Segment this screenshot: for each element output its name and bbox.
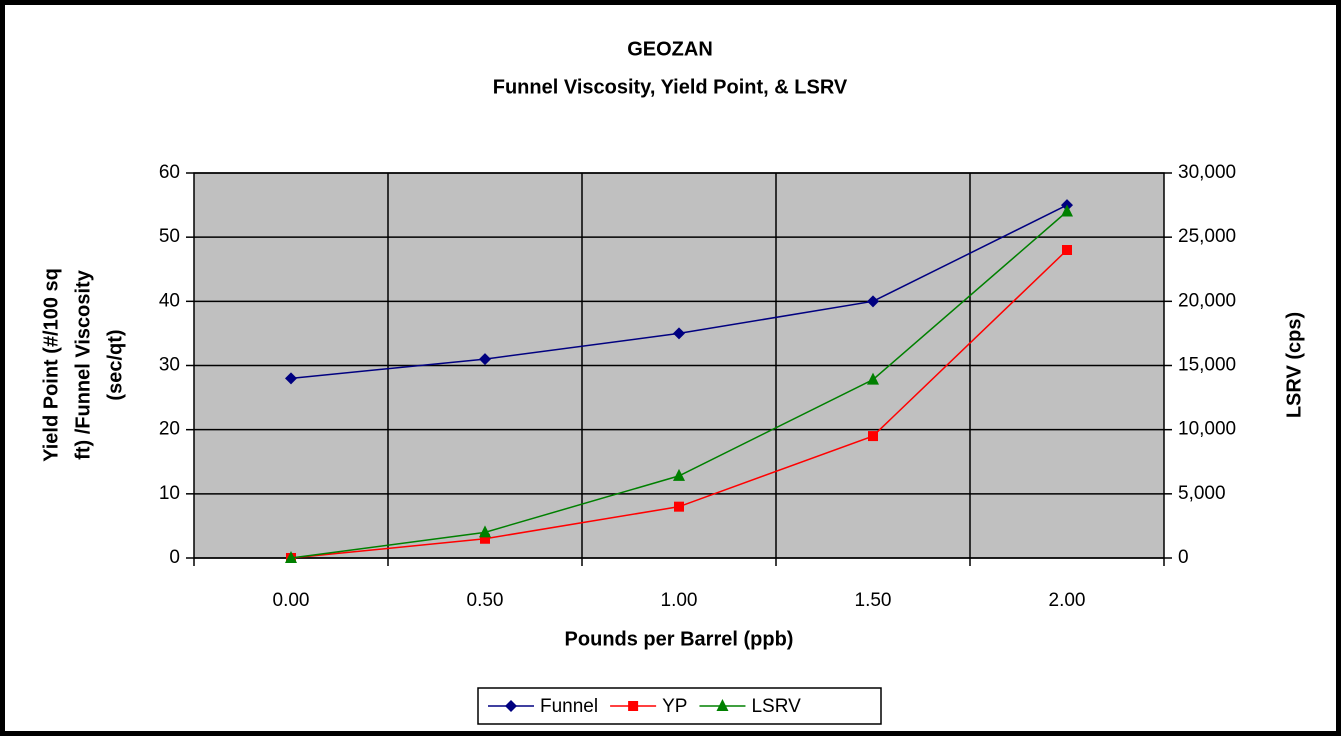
y2-tick-label: 10,000 xyxy=(1178,419,1236,440)
y-tick-label: 60 xyxy=(159,162,180,183)
marker xyxy=(628,701,639,711)
y2-tick-label: 15,000 xyxy=(1178,355,1236,376)
y-tick-label: 40 xyxy=(159,290,180,311)
marker xyxy=(479,525,491,538)
marker xyxy=(479,353,491,366)
marker xyxy=(716,699,729,711)
y-tick-label: 30 xyxy=(159,355,180,376)
legend-label: YP xyxy=(662,696,687,717)
y-axis-label: Yield Point (#/100 sq xyxy=(40,268,62,462)
y2-tick-label: 25,000 xyxy=(1178,226,1236,247)
y2-tick-label: 30,000 xyxy=(1178,162,1236,183)
marker xyxy=(673,468,685,481)
marker xyxy=(505,700,517,712)
legend-box xyxy=(477,687,882,725)
y-axis-label: (sec/qt) xyxy=(104,329,126,400)
y2-axis-label: LSRV (cps) xyxy=(1283,312,1305,418)
y-tick-label: 50 xyxy=(159,226,180,247)
marker xyxy=(1062,245,1072,255)
legend: Funnel YP LSRV xyxy=(477,687,882,725)
x-tick-label: 1.50 xyxy=(855,590,892,611)
x-axis-label: Pounds per Barrel (ppb) xyxy=(565,628,794,650)
x-tick-label: 2.00 xyxy=(1049,590,1086,611)
marker xyxy=(480,533,490,544)
x-tick-label: 0.50 xyxy=(467,590,504,611)
y-tick-label: 10 xyxy=(159,483,180,504)
marker xyxy=(285,551,297,563)
y-axis-label: ft) /Funnel Viscosity xyxy=(72,269,94,460)
marker xyxy=(285,372,297,385)
x-tick-label: 1.00 xyxy=(661,590,698,611)
y-tick-label: 0 xyxy=(169,547,180,568)
marker xyxy=(674,501,684,512)
marker xyxy=(868,431,878,442)
legend-label: Funnel xyxy=(540,696,598,717)
x-tick-label: 0.00 xyxy=(273,590,310,611)
chart-title: GEOZAN xyxy=(627,38,713,60)
marker xyxy=(867,372,879,385)
y2-tick-label: 20,000 xyxy=(1178,290,1236,311)
y2-tick-label: 0 xyxy=(1178,547,1189,568)
y-tick-label: 20 xyxy=(159,419,180,440)
marker xyxy=(673,327,685,340)
legend-label: LSRV xyxy=(751,696,801,717)
y2-tick-label: 5,000 xyxy=(1178,483,1226,504)
marker xyxy=(1061,204,1073,217)
marker xyxy=(867,295,879,308)
chart-title: Funnel Viscosity, Yield Point, & LSRV xyxy=(493,76,848,98)
